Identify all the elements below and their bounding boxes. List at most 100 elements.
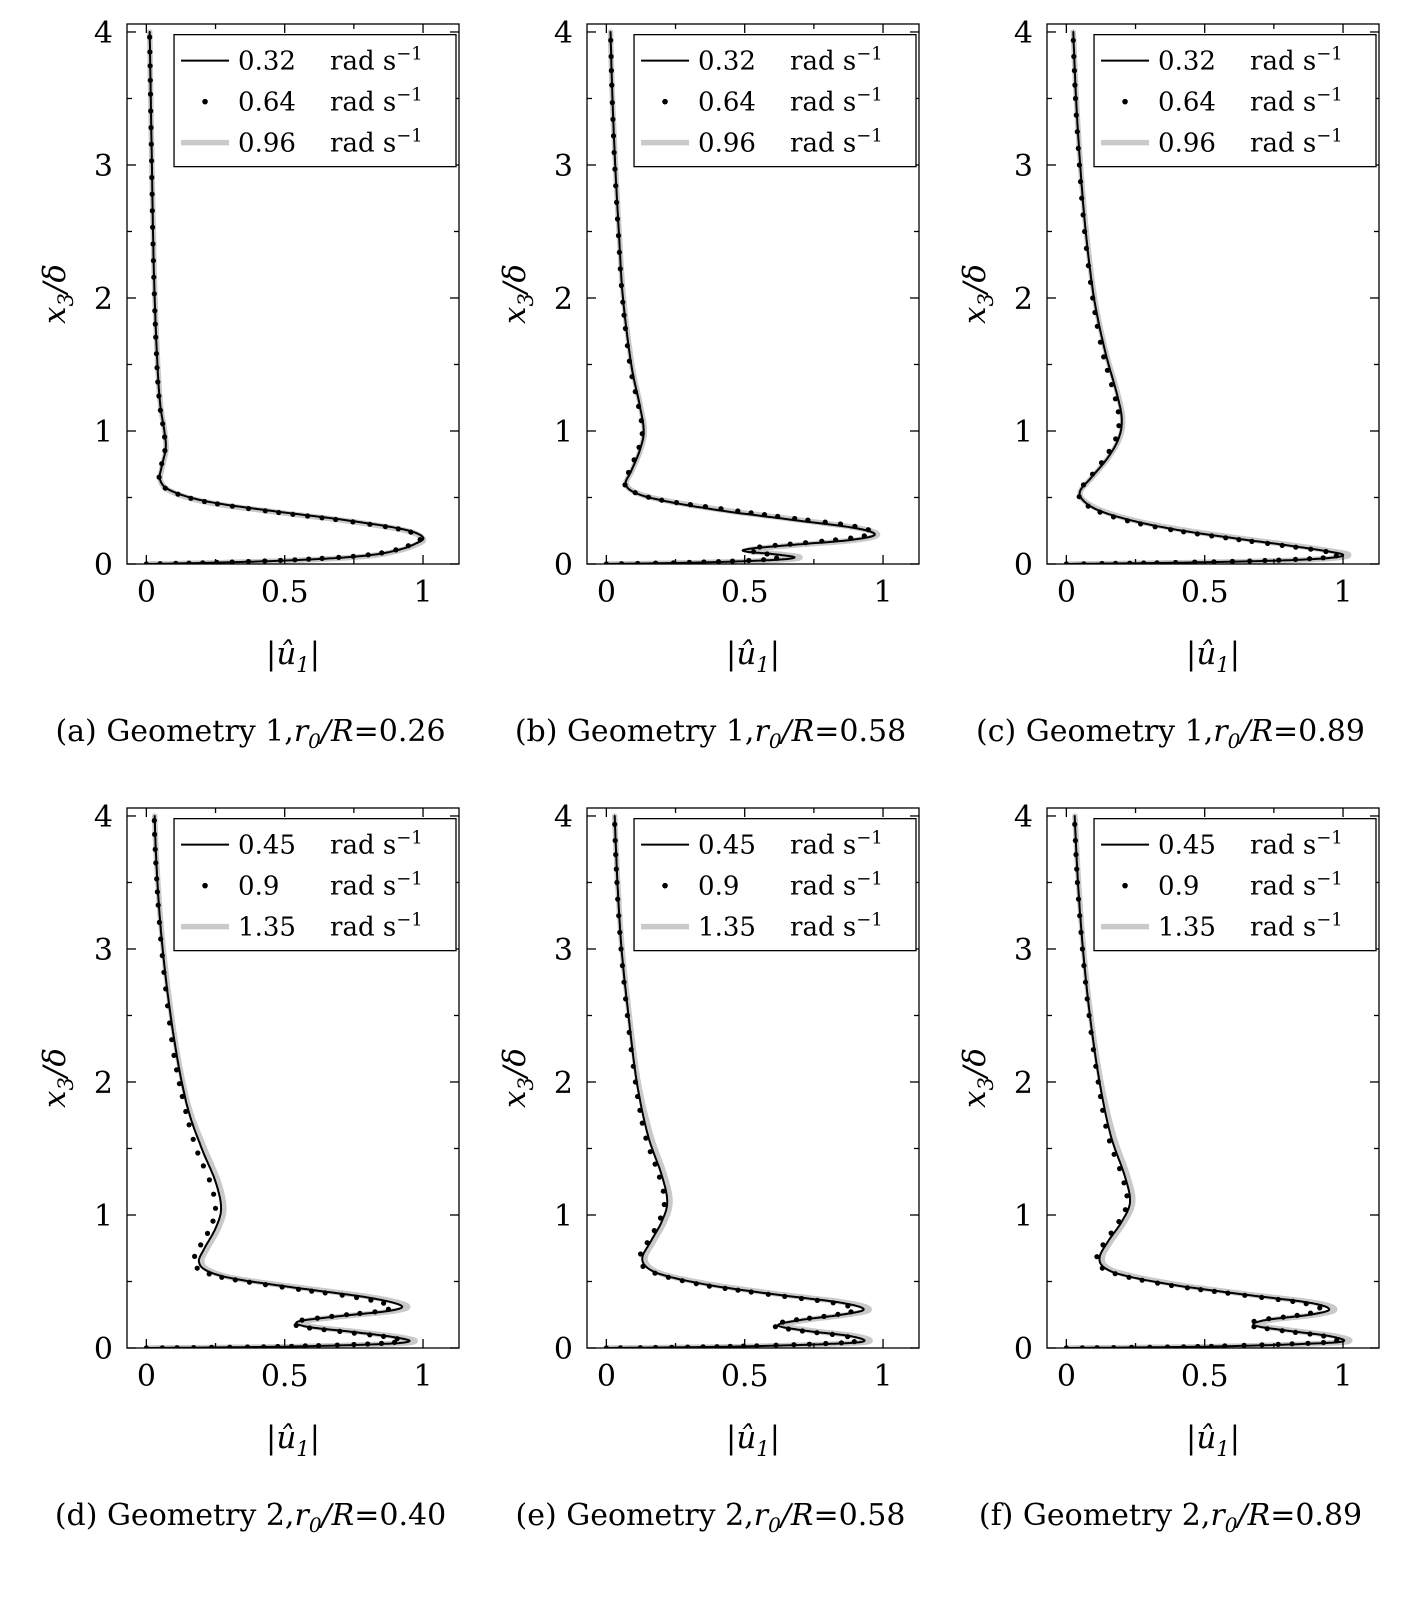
series-dot [1072,95,1078,102]
series-dot [1120,1180,1127,1186]
series-dot [353,1294,359,1301]
series-dot [328,1313,334,1319]
series-dot [1098,560,1105,564]
series-dot [149,224,155,230]
series-dot [210,1191,216,1197]
series-dot [356,1310,362,1316]
series-dot [1084,996,1090,1002]
series-dot [1085,503,1091,509]
caption-d: (d) Geometry 2,r0/R=0.40 [27,1498,475,1544]
caption-part: =0.89 [1270,1498,1363,1533]
series-dot [154,379,160,385]
series-dot [1071,821,1077,827]
series-group [143,29,426,564]
legend-unit: rad s−1 [330,84,423,117]
series-dot [1241,1292,1247,1298]
series-dot [160,969,166,975]
series-dot [613,879,619,886]
y-tick-label: 0 [1013,1332,1032,1367]
series-dot [1072,852,1079,858]
series-dot [343,1312,349,1318]
series-dot [1076,494,1082,500]
series-dot [1125,1274,1132,1280]
series-dot [1077,179,1083,185]
y-tick-label: 3 [1013,933,1032,968]
series-dot [660,1188,666,1194]
series-dot [1106,1138,1112,1144]
x-tick-label: 1 [413,1359,432,1394]
series-dot [612,852,618,858]
legend-value: 1.35 [238,912,296,942]
series-dot [802,540,808,546]
series-dot [818,538,824,544]
series-dot [832,537,838,543]
series-dot [206,1177,212,1183]
series-dot [153,351,159,357]
series-dot [1180,529,1186,535]
panel-e: 0 0.5 1 0 1 2 3 4 x3/δ |û1| 0.45 rad s−1 0.9 rad s−1 1… [487,794,935,1544]
caption-ratio: r0/R [294,1498,355,1537]
caption-part: Geometry 2, [566,1498,754,1533]
series-dot [644,1240,650,1246]
series-dot [150,274,156,280]
x-tick-label: 0 [1056,575,1075,610]
series-dot [1258,1342,1265,1348]
series-dot [157,561,163,564]
series-dot [631,457,637,463]
x-tick-label: 0.5 [1180,1359,1228,1394]
y-tick-label: 2 [553,282,572,317]
legend-unit: rad s−1 [330,827,423,860]
caption-ratio: r0/R [754,714,815,753]
series-dot [206,1271,212,1277]
legend-unit: rad s−1 [790,909,883,942]
series-dot [395,526,401,532]
y-tick-label: 4 [93,16,112,51]
series-dot [834,1311,840,1317]
series-dot [1089,471,1095,477]
series-dot [279,1284,285,1290]
y-tick-label: 4 [1013,800,1032,835]
plot-box [585,807,920,1349]
series-dot [1261,557,1267,564]
series-dot [1292,544,1298,550]
legend-unit: rad s−1 [1250,868,1343,901]
x-tick-label: 1 [413,575,432,610]
series-dot [166,1020,172,1026]
series-dot [349,519,355,525]
series-dot [153,365,160,371]
series-dot [1071,82,1077,88]
series-dot [350,553,356,559]
series-dot [212,1205,218,1211]
series-dot [1304,1340,1311,1346]
y-tick-label: 4 [1013,16,1032,51]
series-dot [1208,1343,1214,1348]
series-dot [149,191,155,197]
panel-d: 0 0.5 1 0 1 2 3 4 x3/δ |û1| 0.45 rad s−1 0.9 rad s−1 1… [27,794,475,1544]
caption-part: Geometry 1, [566,714,755,749]
series-dot [295,1286,301,1292]
series-dot [638,418,644,424]
series-dot [150,258,156,264]
series-dot [781,1293,787,1299]
series-dot [152,321,158,327]
legend-value: 0.96 [698,128,756,158]
series-dot [1140,560,1146,564]
series-dot [651,1228,657,1234]
series-dot [186,1122,192,1128]
series-dot [612,837,618,844]
series-dot [612,183,618,189]
series-dot [274,1343,280,1348]
series-dot [651,1270,658,1276]
plot-box [125,807,460,1349]
series-dot [1222,535,1228,541]
series-dot [1316,1305,1322,1311]
series-dot [306,1325,312,1331]
legend-value: 0.64 [238,87,296,117]
series-dot [204,1230,210,1236]
series-dot [787,541,793,547]
legend-value: 0.9 [238,871,279,901]
series-group [143,813,418,1348]
series-dot [616,929,622,935]
series-dot [147,91,153,97]
caption-part: =0.26 [353,714,446,749]
